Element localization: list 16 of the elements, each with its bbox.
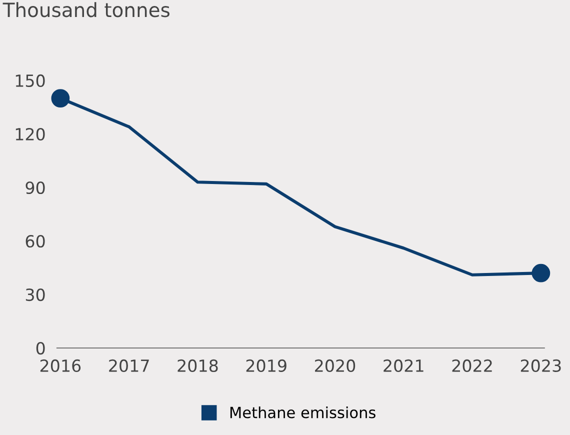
y-tick-label: 30 — [26, 288, 45, 302]
x-tick-label: 2020 — [315, 359, 356, 372]
y-tick-label: 60 — [26, 234, 45, 248]
y-tick-label: 90 — [26, 181, 45, 194]
y-tick-label: 0 — [36, 342, 45, 355]
x-tick-label: 2023 — [520, 359, 561, 372]
x-tick-label: 2022 — [452, 359, 492, 372]
y-tick-label: 150 — [16, 74, 45, 88]
x-tick-label: 2018 — [178, 359, 218, 372]
x-tick-label: 2017 — [109, 359, 149, 372]
legend-label: Methane emissions — [230, 406, 376, 418]
x-tick-label: 2016 — [40, 359, 81, 372]
y-tick-label: 120 — [16, 128, 45, 141]
x-tick-label: 2021 — [384, 359, 424, 372]
y-axis-title: Thousand tonnes — [2, 2, 170, 18]
x-tick-label: 2019 — [246, 359, 286, 372]
